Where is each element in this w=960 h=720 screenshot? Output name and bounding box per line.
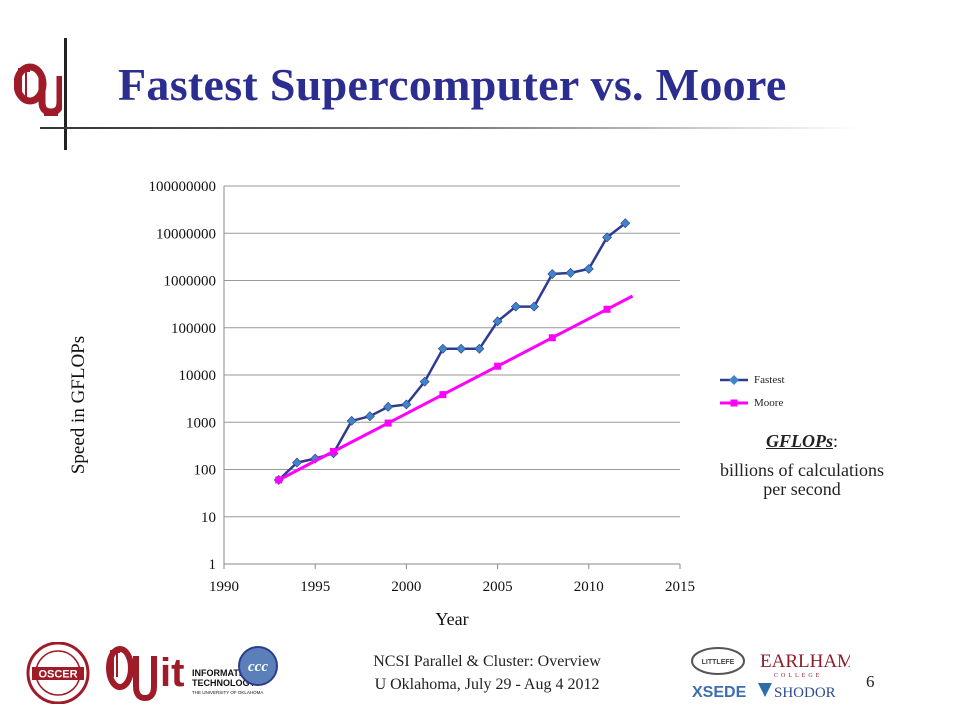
y-tick-label: 10000 bbox=[179, 368, 217, 384]
ou-logo-icon bbox=[14, 63, 62, 116]
data-point-moore bbox=[603, 305, 611, 313]
data-point-fastest bbox=[419, 376, 430, 387]
data-point-fastest bbox=[456, 343, 467, 354]
data-point-fastest bbox=[437, 343, 448, 354]
x-tick-label: 1995 bbox=[300, 579, 330, 595]
data-point-fastest bbox=[529, 301, 540, 312]
college-logo-text: COLLEGE bbox=[774, 673, 822, 679]
shodor-logo-text: SHODOR bbox=[774, 685, 836, 701]
data-point-fastest bbox=[292, 457, 302, 468]
legend-item-fastest: Fastest bbox=[720, 368, 785, 391]
line-chart: 1 10 100 1000 10000 100000 1000000 10000000 1000… bbox=[68, 179, 695, 629]
data-point-moore bbox=[384, 419, 392, 427]
x-tick-label: 2010 bbox=[574, 579, 604, 595]
x-tick-label: 2005 bbox=[483, 579, 513, 595]
x-tick-label: 2015 bbox=[665, 579, 695, 595]
data-point-moore bbox=[548, 334, 556, 342]
data-point-fastest bbox=[602, 232, 612, 243]
title-vertical-rule bbox=[64, 38, 67, 150]
data-point-fastest bbox=[492, 316, 503, 327]
y-tick-label: 1000000 bbox=[164, 274, 217, 290]
y-tick-label: 100000000 bbox=[149, 179, 217, 195]
y-tick-label: 1000 bbox=[186, 415, 216, 431]
data-point-fastest bbox=[583, 263, 594, 274]
xsede-logo-text: XSEDE bbox=[692, 684, 747, 701]
data-point-fastest bbox=[401, 399, 412, 410]
ccc-logo-text: ccc bbox=[248, 659, 268, 675]
data-point-moore bbox=[329, 448, 337, 456]
footer-line-2: U Oklahoma, July 29 - Aug 4 2012 bbox=[374, 676, 600, 693]
y-tick-label: 10 bbox=[201, 510, 216, 526]
definition-heading: GFLOPs: bbox=[712, 432, 892, 451]
definition-colon: : bbox=[832, 431, 838, 451]
footer: NCSI Parallel & Cluster: Overview U Okla… bbox=[332, 650, 642, 696]
oscer-logo-icon: OSCER bbox=[26, 642, 90, 704]
gflops-definition: GFLOPs: billions of calculations per sec… bbox=[712, 432, 892, 499]
right-logos: LITTLEFE EARLHAM COLLEGE XSEDE SHODOR bbox=[691, 647, 850, 701]
data-point-fastest bbox=[474, 343, 485, 354]
shodor-logo-icon bbox=[758, 683, 772, 697]
y-tick-label: 100 bbox=[194, 463, 217, 479]
it-logo-sub1: INFORMATION bbox=[192, 668, 255, 678]
chart-legend: Fastest Moore bbox=[720, 368, 785, 414]
earlham-logo-text: EARLHAM bbox=[760, 651, 850, 672]
it-logo-sub3: THE UNIVERSITY OF OKLAHOMA bbox=[192, 690, 263, 695]
legend-label-fastest: Fastest bbox=[754, 373, 785, 386]
legend-label-moore: Moore bbox=[754, 396, 784, 409]
definition-term: GFLOPs bbox=[765, 431, 833, 451]
x-tick-label: 1990 bbox=[209, 579, 239, 595]
title-horizontal-rule bbox=[40, 127, 860, 129]
x-axis-label: Year bbox=[435, 609, 468, 629]
oscer-logo-text: OSCER bbox=[38, 669, 77, 681]
legend-swatch-moore bbox=[720, 399, 748, 406]
data-point-moore bbox=[439, 391, 447, 399]
legend-swatch-fastest bbox=[720, 374, 748, 385]
y-tick-label: 10000000 bbox=[156, 226, 216, 242]
data-point-moore bbox=[275, 476, 283, 484]
data-point-fastest bbox=[346, 415, 357, 426]
it-logo-text: it bbox=[160, 651, 184, 695]
data-point-fastest bbox=[383, 401, 394, 412]
data-point-fastest bbox=[620, 218, 631, 229]
series-line-moore bbox=[278, 294, 634, 482]
slide-title: Fastest Supercomputer vs. Moore bbox=[118, 59, 787, 110]
it-logo-icon: it INFORMATION TECHNOLOGY THE UNIVERSITY… bbox=[160, 651, 263, 695]
y-axis-label: Speed in GFLOPs bbox=[68, 336, 89, 474]
it-logo-sub2: TECHNOLOGY bbox=[192, 678, 256, 688]
left-logos: OSCER OU it INFORMATION TECHNOLOGY THE U… bbox=[26, 642, 278, 704]
ou-small-logo-icon: OU bbox=[106, 646, 157, 702]
data-point-fastest bbox=[364, 411, 375, 422]
x-tick-label: 2000 bbox=[391, 579, 421, 595]
ccc-logo-icon: ccc bbox=[238, 646, 278, 686]
page-number: 6 bbox=[866, 672, 875, 691]
data-point-moore bbox=[494, 362, 502, 370]
littlefe-logo-text: LITTLEFE bbox=[702, 659, 735, 666]
data-point-fastest bbox=[565, 267, 576, 278]
data-point-fastest bbox=[510, 301, 521, 312]
littlefe-logo-icon: LITTLEFE bbox=[691, 647, 745, 675]
y-tick-label: 100000 bbox=[171, 321, 216, 337]
series-line-fastest bbox=[277, 222, 627, 481]
data-point-fastest bbox=[547, 269, 558, 279]
footer-line-1: NCSI Parallel & Cluster: Overview bbox=[373, 653, 601, 670]
y-tick-label: 1 bbox=[209, 557, 217, 573]
definition-body: billions of calculations per second bbox=[720, 460, 884, 499]
legend-item-moore: Moore bbox=[720, 391, 785, 414]
